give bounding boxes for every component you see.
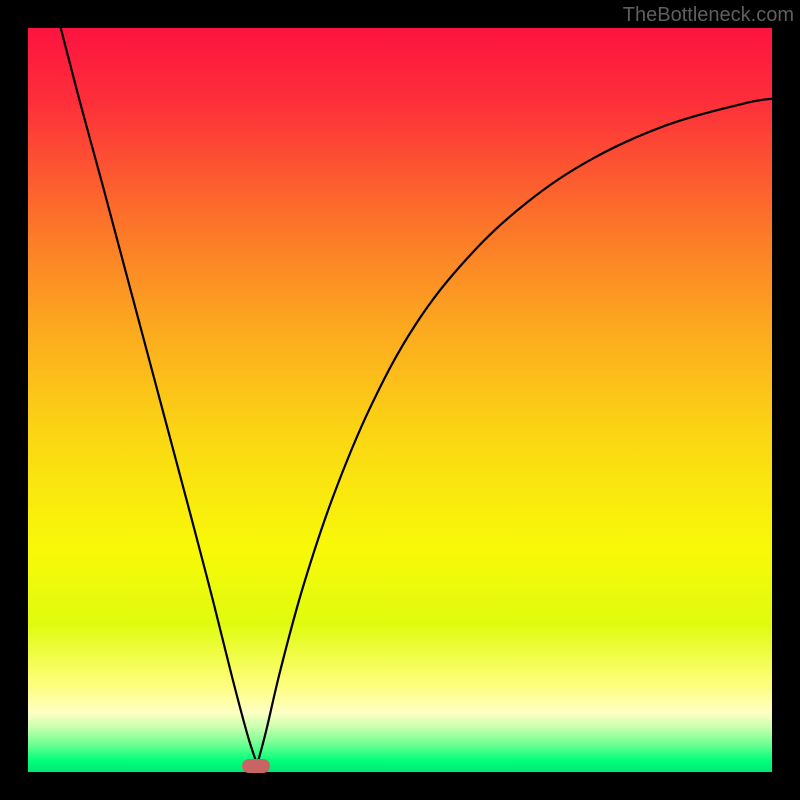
watermark-text: TheBottleneck.com <box>623 4 794 27</box>
chart-svg <box>28 28 772 772</box>
chart-background <box>28 28 772 772</box>
bottleneck-chart <box>28 28 772 772</box>
optimum-marker <box>242 759 270 772</box>
